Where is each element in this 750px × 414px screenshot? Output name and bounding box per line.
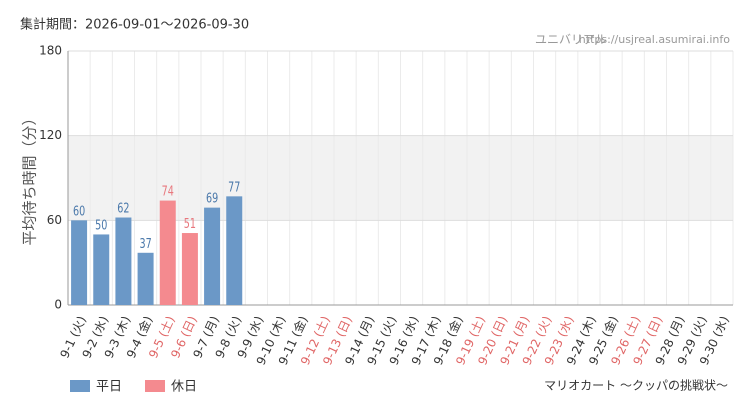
y-tick-label: 120 (39, 128, 62, 142)
url: https://usjreal.asumirai.info (579, 33, 730, 46)
bar (115, 217, 132, 305)
legend-label: 休日 (171, 380, 197, 395)
period: 集計期間：2026-09-01～2026-09-30 (20, 17, 249, 33)
value-label: 69 (206, 190, 218, 206)
attraction: マリオカート ～クッパの挑戦状～ (544, 379, 728, 393)
bar (159, 200, 176, 305)
value-label: 51 (184, 215, 196, 231)
value-label: 50 (95, 217, 107, 233)
y-tick-label: 60 (47, 213, 62, 227)
bar (93, 234, 110, 305)
bar (71, 220, 88, 305)
value-label: 60 (73, 203, 85, 219)
y-axis-label: 平均待ち時間（分） (21, 110, 39, 245)
bar (181, 233, 198, 305)
site: ユニバリアル (535, 33, 607, 47)
bar (137, 252, 154, 305)
value-label: 62 (117, 200, 129, 216)
bar (204, 207, 221, 305)
y-tick-label: 0 (54, 298, 62, 312)
value-label: 74 (162, 183, 174, 199)
value-label: 37 (139, 235, 151, 251)
legend-label: 平日 (96, 380, 122, 395)
value-label: 77 (228, 179, 240, 195)
bar (226, 196, 243, 305)
legend-swatch (145, 380, 165, 392)
y-tick-label: 180 (39, 44, 62, 58)
legend-swatch (70, 380, 90, 392)
